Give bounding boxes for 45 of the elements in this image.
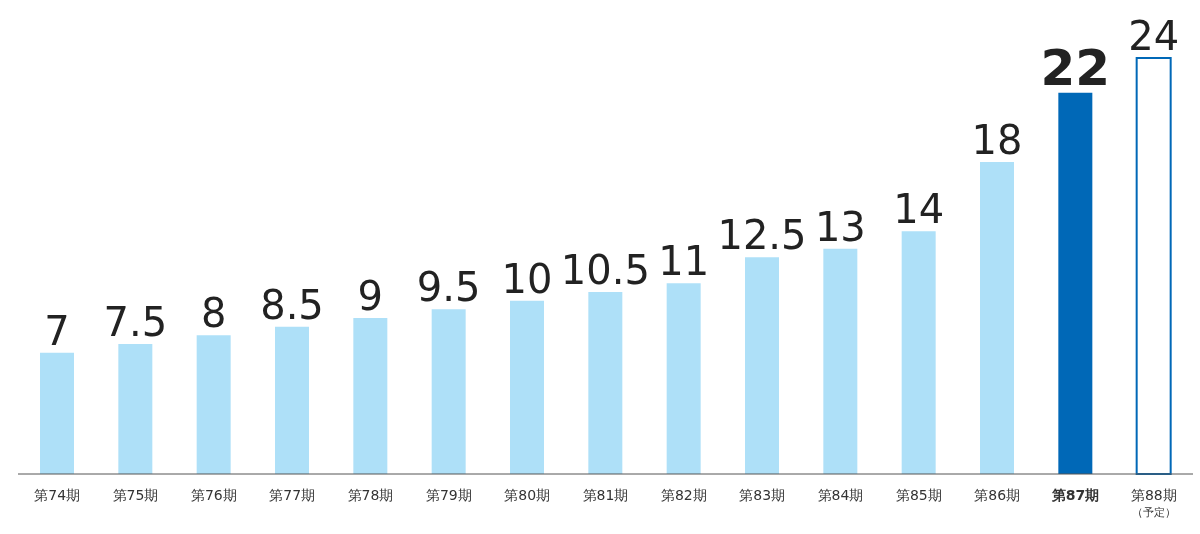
x-tick-label: 第87期 bbox=[1050, 487, 1100, 503]
x-tick-label: 第79期 bbox=[425, 487, 472, 503]
data-label: 7.5 bbox=[103, 299, 168, 345]
x-tick-label: 第81期 bbox=[582, 487, 629, 503]
x-tick-label: 第83期 bbox=[739, 487, 786, 503]
x-tick-label: 第78期 bbox=[347, 487, 394, 503]
bar bbox=[431, 309, 466, 474]
data-label: 22 bbox=[1040, 38, 1111, 97]
data-label: 11 bbox=[658, 238, 710, 285]
bar bbox=[510, 300, 544, 474]
data-label: 10.5 bbox=[560, 247, 650, 293]
bar bbox=[823, 248, 858, 474]
bar bbox=[901, 231, 936, 474]
bar bbox=[1058, 92, 1093, 474]
bar bbox=[275, 326, 309, 474]
data-label: 9 bbox=[357, 273, 384, 319]
x-tick-label: 第86期 bbox=[974, 487, 1021, 503]
x-tick-label: 第75期 bbox=[112, 487, 159, 503]
bar bbox=[353, 318, 388, 474]
data-label: 13 bbox=[814, 203, 866, 250]
bar bbox=[40, 352, 74, 474]
x-tick-label: 第85期 bbox=[895, 487, 942, 503]
bar bbox=[666, 283, 701, 474]
data-label: 7 bbox=[44, 307, 70, 354]
bar bbox=[196, 335, 231, 474]
data-label: 12.5 bbox=[717, 212, 807, 259]
data-label: 10 bbox=[501, 255, 553, 302]
x-tick-label: 第80期 bbox=[504, 487, 551, 503]
data-label: 18 bbox=[971, 117, 1023, 163]
data-label: 9.5 bbox=[416, 264, 481, 311]
bar bbox=[118, 344, 153, 474]
data-label: 14 bbox=[893, 186, 945, 233]
x-tick-label: 第88期（予定） bbox=[1130, 487, 1177, 519]
data-label: 8 bbox=[200, 290, 227, 337]
bar bbox=[1135, 57, 1172, 475]
x-tick-label: 第84期 bbox=[817, 487, 864, 503]
bar bbox=[745, 257, 779, 474]
x-tick-label: 第77期 bbox=[269, 487, 316, 503]
bar bbox=[588, 292, 623, 474]
data-label: 8.5 bbox=[260, 281, 324, 328]
x-tick-label: 第82期 bbox=[660, 487, 707, 503]
x-tick-label: 第76期 bbox=[190, 487, 237, 503]
x-tick-label: 第74期 bbox=[34, 487, 81, 503]
data-label: 24 bbox=[1128, 13, 1180, 59]
bar bbox=[980, 162, 1014, 474]
